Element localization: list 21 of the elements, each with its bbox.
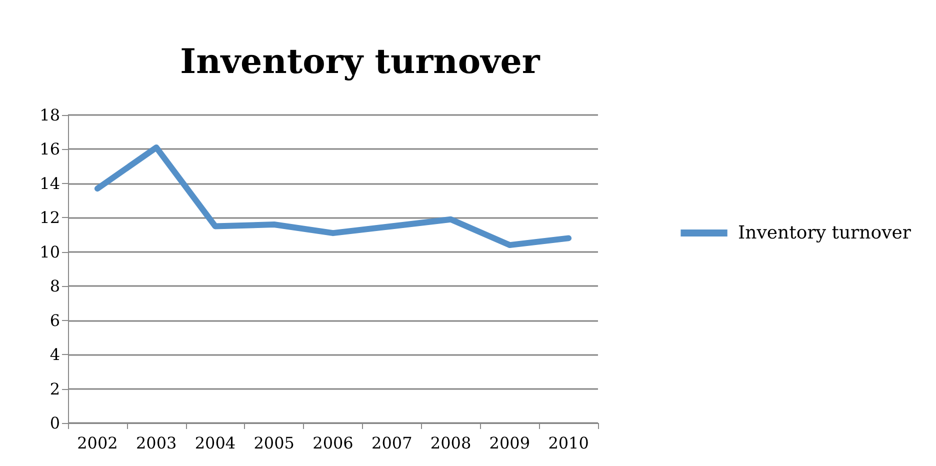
y-tick-label: 10 [40,242,60,262]
x-tick-label: 2005 [254,434,294,452]
y-tick-label: 2 [50,379,60,398]
y-tick-label: 8 [50,276,60,296]
y-tick-label: 16 [40,140,60,159]
y-tick-label: 4 [50,345,60,364]
x-tick-label: 2006 [312,434,354,452]
x-tick-label: 2003 [136,434,177,452]
y-tick-label: 12 [40,208,60,228]
x-tick-label: 2002 [77,434,118,452]
chart-title: Inventory turnover [180,42,541,82]
x-tick-label: 2010 [548,434,589,452]
y-tick-label: 6 [50,310,60,330]
y-tick-label: 14 [40,174,60,193]
x-tick-label: 2009 [489,434,530,452]
x-tick-label: 2008 [430,434,472,452]
x-tick-label: 2007 [372,434,412,452]
x-tick-label: 2004 [194,434,236,452]
y-tick-label: 18 [40,106,60,124]
legend-label: Inventory turnover [738,222,912,244]
y-tick-label: 0 [50,414,60,432]
